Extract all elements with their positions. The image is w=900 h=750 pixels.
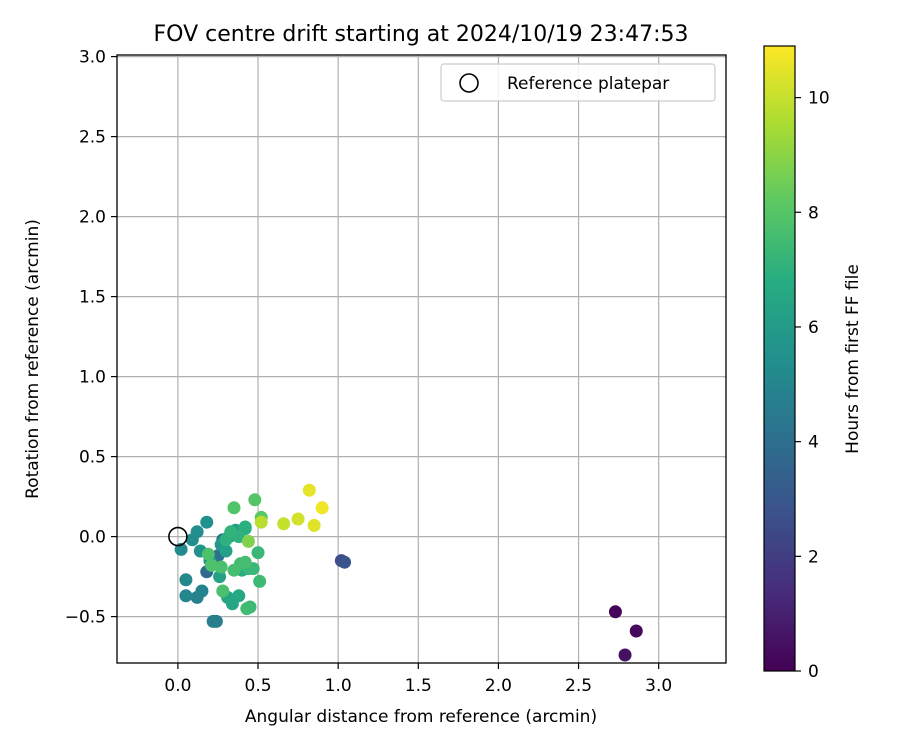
x-tick-label: 0.5 [245, 676, 272, 696]
data-point [190, 525, 204, 539]
data-point [214, 560, 228, 574]
data-point [254, 515, 268, 529]
data-point [629, 624, 643, 638]
y-tick-label: 2.0 [79, 208, 106, 228]
data-point [251, 546, 265, 560]
x-tick-label: 1.5 [405, 676, 432, 696]
chart-title: FOV centre drift starting at 2024/10/19 … [154, 22, 689, 47]
legend-box [440, 63, 716, 102]
y-tick-label: 1.5 [79, 288, 106, 308]
y-tick-label: 3.0 [79, 48, 106, 68]
plot-frame [116, 54, 727, 664]
colorbar-tick-label: 4 [808, 433, 819, 453]
data-point [315, 501, 329, 515]
y-axis-label: Rotation from reference (arcmin) [23, 219, 43, 499]
x-tick-label: 2.5 [565, 676, 592, 696]
legend-marker [459, 73, 479, 93]
data-point [307, 518, 321, 532]
colorbar-ticks: 0 2 4 6 8 10 [795, 89, 830, 682]
colorbar-tick-label: 0 [808, 662, 819, 682]
colorbar-tick-label: 2 [808, 547, 819, 567]
colorbar-tick-label: 6 [808, 318, 819, 338]
data-point [291, 512, 305, 526]
data-point [201, 547, 215, 561]
x-axis-ticks: 0.0 0.5 1.0 1.5 2.0 2.5 3.0 [164, 663, 672, 696]
data-point [227, 563, 241, 577]
y-tick-label: 0.0 [79, 528, 106, 548]
data-point [179, 573, 193, 587]
data-point [224, 525, 238, 539]
data-point [238, 555, 252, 569]
reference-marker [168, 526, 188, 547]
legend: Reference platepar [440, 63, 716, 102]
data-point [205, 558, 219, 572]
data-point [302, 483, 316, 497]
data-point [219, 544, 233, 558]
data-point [253, 574, 267, 588]
y-tick-label: −0.5 [65, 608, 106, 628]
data-point [227, 501, 241, 515]
data-point [248, 493, 262, 507]
data-point [238, 520, 252, 534]
data-point [240, 602, 254, 616]
x-tick-label: 1.0 [325, 676, 352, 696]
data-point [338, 555, 352, 569]
data-point [213, 570, 227, 584]
data-point [209, 614, 223, 628]
data-point [618, 648, 632, 662]
data-point [608, 605, 622, 619]
data-point [241, 534, 255, 548]
data-point [179, 589, 193, 603]
data-point [232, 589, 246, 603]
x-axis-label: Angular distance from reference (arcmin) [245, 707, 597, 727]
colorbar-label: Hours from first FF file [843, 264, 863, 454]
legend-label: Reference platepar [507, 74, 669, 94]
colorbar-tick-label: 10 [808, 89, 830, 109]
data-point [195, 584, 209, 598]
x-tick-label: 0.0 [164, 676, 191, 696]
data-point [216, 584, 230, 598]
colorbar-tick-label: 8 [808, 203, 819, 223]
data-point [277, 517, 291, 531]
colorbar [763, 45, 796, 672]
x-tick-label: 3.0 [645, 676, 672, 696]
y-tick-label: 1.0 [79, 368, 106, 388]
data-points [174, 483, 643, 662]
y-tick-label: 0.5 [79, 448, 106, 468]
y-tick-label: 2.5 [79, 128, 106, 148]
x-tick-label: 2.0 [485, 676, 512, 696]
y-axis-ticks: −0.5 0.0 0.5 1.0 1.5 2.0 2.5 3.0 [65, 48, 117, 628]
data-point [200, 515, 214, 529]
